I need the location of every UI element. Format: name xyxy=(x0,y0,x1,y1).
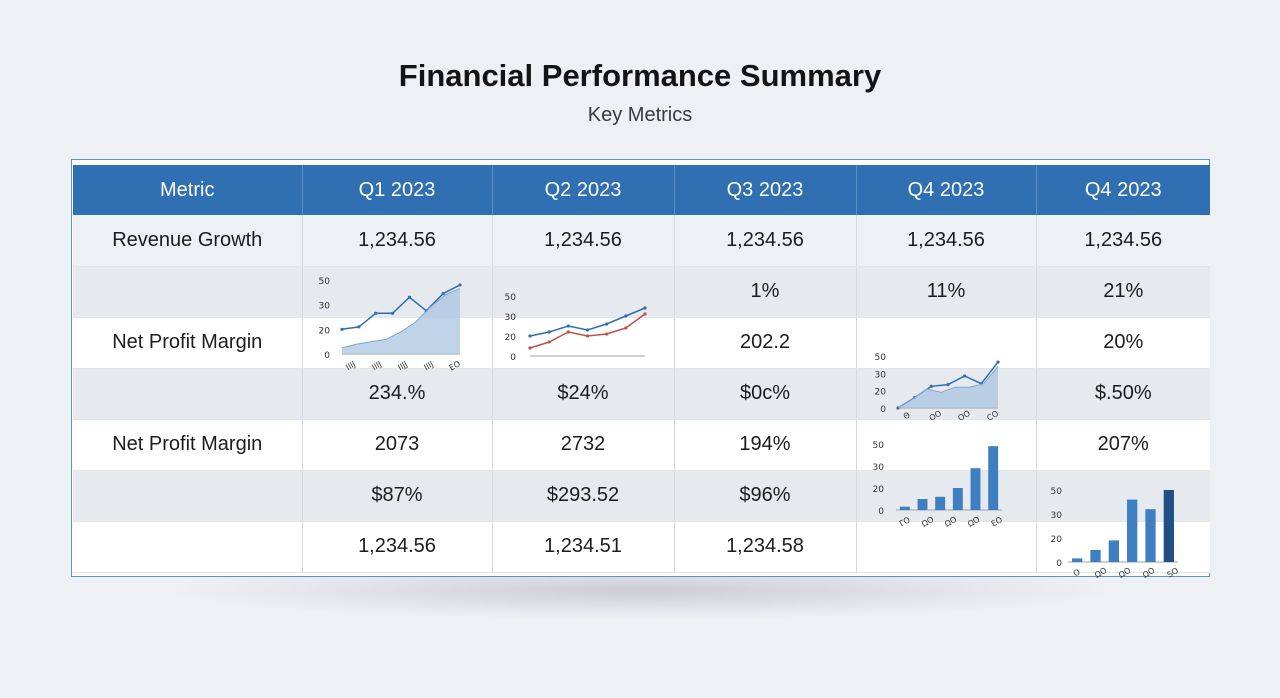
table-cell: $87% xyxy=(302,470,493,522)
table-cell: $96% xyxy=(674,470,857,522)
column-header: Metric xyxy=(73,165,303,215)
column-header: Q4 2023 xyxy=(856,165,1037,215)
table-row: Net Profit Margin 202.2 20% xyxy=(73,317,1210,369)
table-cell: 1,234.56 xyxy=(674,215,857,267)
table-cell: 2073 xyxy=(302,419,493,471)
metric-label: Net Profit Margin xyxy=(73,419,303,471)
table-header-row: Metric Q1 2023 Q2 2023 Q3 2023 Q4 2023 Q… xyxy=(73,165,1210,215)
table-cell: 202.2 xyxy=(674,317,857,369)
table-cell: 1,234.56 xyxy=(856,215,1037,267)
column-header: Q3 2023 xyxy=(674,165,857,215)
page-subtitle: Key Metrics xyxy=(587,104,693,126)
table-cell: 1,234.51 xyxy=(492,521,675,573)
table-cell: 1,234.56 xyxy=(302,215,493,267)
table-cell: 194% xyxy=(674,419,857,471)
table-cell: 234.% xyxy=(302,368,493,420)
table-cell: 20% xyxy=(1036,317,1210,369)
table-cell xyxy=(302,317,493,369)
table-row: Net Profit Margin 2073 2732 194% 207% xyxy=(73,419,1210,471)
table-cell xyxy=(492,317,675,369)
table-cell: $24% xyxy=(492,368,675,420)
table-cell: 1,234.56 xyxy=(492,215,675,267)
metric-label: Revenue Growth xyxy=(73,215,303,267)
table-cell: $.50% xyxy=(1036,368,1210,420)
table-cell xyxy=(856,317,1037,369)
column-header: Q1 2023 xyxy=(302,165,493,215)
table-cell: 1% xyxy=(674,266,857,318)
table-cell xyxy=(492,266,675,318)
table-row: 1,234.56 1,234.51 1,234.58 xyxy=(73,521,1210,573)
metric-label xyxy=(73,368,303,420)
table-row: 1% 11% 21% xyxy=(73,266,1210,318)
table-cell: $293.52 xyxy=(492,470,675,522)
table-cell: 21% xyxy=(1036,266,1210,318)
table-cell: $0c% xyxy=(674,368,857,420)
metric-label xyxy=(73,470,303,522)
table-cell: 1,234.58 xyxy=(674,521,857,573)
table-cell xyxy=(1036,521,1210,573)
table-cell: 2732 xyxy=(492,419,675,471)
table-cell xyxy=(856,521,1037,573)
table-cell xyxy=(856,419,1037,471)
page-title: Financial Performance Summary xyxy=(398,58,882,93)
table-cell: 11% xyxy=(856,266,1037,318)
column-header: Q2 2023 xyxy=(492,165,675,215)
table-cell xyxy=(856,470,1037,522)
table-cell xyxy=(856,368,1037,420)
column-header: Q4 2023 xyxy=(1036,165,1210,215)
table-cell: 1,234.56 xyxy=(1036,215,1210,267)
table-row: 234.% $24% $0c% $.50% xyxy=(73,368,1210,420)
metrics-table: Metric Q1 2023 Q2 2023 Q3 2023 Q4 2023 Q… xyxy=(73,165,1210,573)
table-cell xyxy=(1036,470,1210,522)
table-cell: 207% xyxy=(1036,419,1210,471)
metric-label: Net Profit Margin xyxy=(73,317,303,369)
metric-label xyxy=(73,266,303,318)
table-cell: 1,234.56 xyxy=(302,521,493,573)
metric-label xyxy=(73,521,303,573)
table-row: Revenue Growth 1,234.56 1,234.56 1,234.5… xyxy=(73,215,1210,267)
table-cell xyxy=(302,266,493,318)
table-row: $87% $293.52 $96% xyxy=(73,470,1210,522)
